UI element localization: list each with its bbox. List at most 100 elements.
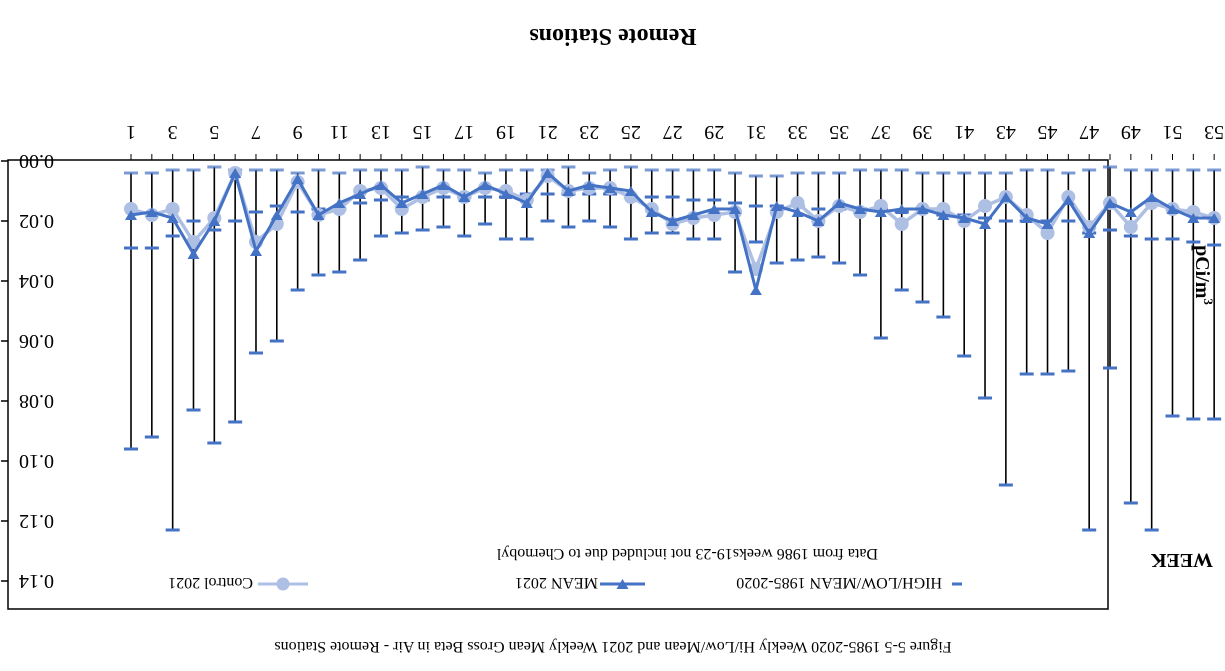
mean-2021-point [979,219,992,229]
mean-2021-point [416,189,429,199]
x-tick-label: 21 [538,121,558,143]
mean-2021-point [520,198,533,208]
x-tick-label: 41 [954,121,974,143]
legend: HIGH/LOW/MEAN 1985-2020 MEAN 2021 Contro… [168,574,962,591]
mean-2021-point [854,204,867,214]
mean-2021-series [125,168,1221,295]
mean-2021-point [916,204,929,214]
y-tick-label: 0.02 [19,210,54,232]
x-tick-label: 3 [168,121,178,143]
mean-2021-point [395,198,408,208]
mean-2021-point [437,180,450,190]
x-tick-label: 13 [371,121,391,143]
mean-2021-point [624,186,637,196]
mean-2021-point [874,207,887,217]
control-2021-point [124,202,138,216]
mean-2021-point [770,201,783,211]
y-tick-label: 0.04 [19,270,54,292]
legend-mean-label: MEAN 2021 [515,574,598,591]
legend-control-label: Control 2021 [168,574,253,591]
mean-2021-point [1145,192,1158,202]
mean-2021-point [1104,198,1117,208]
mean-2021-point [1083,228,1096,238]
legend-control-marker [276,577,290,591]
mean-2021-point [562,186,575,196]
control-2021-point [873,199,888,213]
mean-2021-point [749,285,762,295]
mean-2021-point [1208,213,1221,223]
mean-2021-point [270,210,283,220]
x-tick-label: 1 [126,121,136,143]
x-tick-label: 15 [413,121,433,143]
x-tick-labels: 1 3 5 7 9 11 13 15 17 19 21 23 25 27 29 31 33 35 37 39 41 43 4… [126,121,1224,160]
mean-2021-point [645,207,658,217]
chart-title: Remote Stations [529,23,696,49]
control-2021-point [978,199,993,213]
y-axis-title: pCi/m3 [1191,245,1216,305]
mean-2021-point [374,180,387,190]
x-tick-label: 45 [1038,121,1058,143]
mean-2021-point [1187,213,1200,223]
legend-hilow-label: HIGH/LOW/MEAN 1985-2020 [736,574,942,591]
x-tick-label: 17 [454,121,474,143]
mean-2021-point [208,216,221,226]
x-tick-label: 19 [496,121,516,143]
mean-2021-point [291,174,304,184]
x-tick-label: 49 [1121,121,1141,143]
mean-2021-point [708,204,721,214]
y-axis-title-main: pCi/m [1191,245,1213,299]
x-tick-label: 7 [251,121,261,143]
mean-2021-point [145,207,158,217]
mean-2021-point [1020,213,1033,223]
x-tick-label: 31 [746,121,766,143]
y-axis-title-superscript: 3 [1201,298,1216,305]
plot-area-border [7,159,1109,610]
mean-2021-point [999,192,1012,202]
mean-2021-point [666,216,679,226]
mean-2021-point [312,210,325,220]
x-tick-label: 9 [293,121,303,143]
mean-2021-point [249,246,262,256]
x-tick-label: 39 [913,121,933,143]
x-tick-label: 35 [829,121,849,143]
mean-2021-point [604,183,617,193]
mean-2021-point [1124,207,1137,217]
control-2021-point [1040,226,1055,240]
mean-2021-point [333,198,346,208]
y-tick-label: 0.00 [19,150,54,172]
control-2021-point [165,202,180,216]
x-tick-label: 33 [788,121,808,143]
y-tick-label: 0.08 [19,390,54,412]
mean-2021-point [1041,219,1054,229]
figure-caption: Figure 5-5 1985-2020 Weekly Hi/Low/Mean … [274,638,951,655]
mean-2021-point [458,192,471,202]
x-tick-label: 47 [1079,121,1099,143]
mean-2021-point [833,198,846,208]
mean-2021-point [1062,195,1075,205]
mean-2021-point [895,204,908,214]
control-2021-point [790,196,805,210]
mean-2021-point [187,249,200,259]
x-tick-label: 23 [579,121,599,143]
y-tick-label: 0.10 [19,450,54,472]
mean-2021-point [791,207,804,217]
y-tick-label: 0.14 [19,570,54,592]
mean-2021-point [479,180,492,190]
mean-2021-point [958,213,971,223]
x-tick-label: 11 [330,121,349,143]
mean-2021-point [354,189,367,199]
x-tick-label: 29 [704,121,724,143]
chart-annotation: Data from 1986 weeks19-23 not included d… [496,545,878,562]
mean-2021-point [583,180,596,190]
y-axis: 0.00 0.02 0.04 0.06 0.08 0.10 0.12 0.14 [1,150,54,592]
mean-2021-point [229,168,242,178]
mean-2021-point [166,213,179,223]
x-axis-title: WEEK [1150,549,1213,571]
mean-2021-point [687,210,700,220]
mean-2021-point [1166,204,1179,214]
x-tick-label: 5 [209,121,219,143]
y-tick-label: 0.06 [19,330,54,352]
x-tick-label: 51 [1163,121,1183,143]
x-tick-label: 25 [621,121,641,143]
